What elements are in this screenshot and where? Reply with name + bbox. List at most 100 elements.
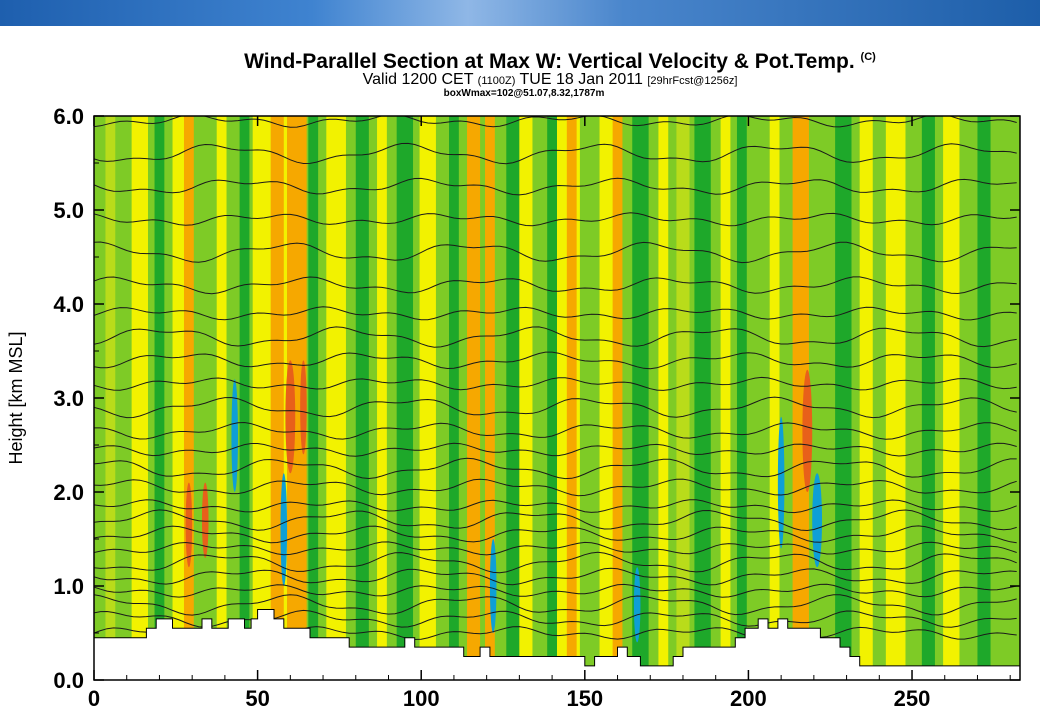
isentrope-line — [94, 478, 1017, 497]
velocity-cell — [777, 416, 785, 549]
velocity-cell — [231, 379, 238, 492]
velocity-band — [270, 116, 284, 680]
plot-area — [94, 116, 1020, 680]
velocity-band — [658, 116, 669, 680]
velocity-cell — [285, 360, 296, 474]
isentrope-line — [94, 551, 1017, 574]
isentrope-line — [94, 241, 1017, 264]
subtitle-utc: (1100Z) — [477, 75, 516, 87]
chart-title-mark: (C) — [860, 51, 876, 63]
velocity-band — [547, 116, 557, 680]
velocity-band — [632, 116, 649, 680]
velocity-cell — [280, 473, 288, 586]
chart-title: Wind-Parallel Section at Max W: Vertical… — [0, 50, 1040, 74]
x-tick-label: 0 — [88, 686, 100, 711]
isentrope-line — [94, 116, 1017, 128]
velocity-cell — [802, 369, 813, 492]
velocity-band — [792, 116, 809, 680]
subtitle-valid: Valid 1200 CET — [362, 71, 474, 88]
y-tick-label: 5.0 — [53, 198, 84, 223]
chart-subtitle: Valid 1200 CET (1100Z) TUE 18 Jan 2011 [… — [0, 71, 1040, 89]
velocity-band — [859, 116, 873, 680]
x-tick-label: 100 — [403, 686, 440, 711]
velocity-cell — [185, 482, 193, 568]
velocity-band — [566, 116, 577, 680]
isentrope-line — [94, 457, 1017, 480]
y-tick-label: 2.0 — [53, 480, 84, 505]
velocity-band — [720, 116, 731, 680]
velocity-band — [105, 116, 116, 680]
chart-title-text: Wind-Parallel Section at Max W: Vertical… — [244, 50, 855, 73]
velocity-band — [154, 116, 165, 680]
isentrope-line — [94, 594, 1017, 616]
isentrope-line — [94, 525, 1017, 544]
isentrope-line — [94, 396, 1017, 419]
velocity-cell — [489, 539, 497, 633]
y-tick-label: 6.0 — [53, 104, 84, 129]
velocity-band — [396, 116, 414, 680]
y-tick-label: 0.0 — [53, 668, 84, 693]
velocity-band — [377, 116, 387, 680]
isentrope-line — [94, 583, 1017, 598]
boxwmax-annotation: boxWmax=102@51.07,8.32,1787m — [443, 88, 605, 99]
velocity-band — [239, 116, 250, 680]
isentrope-line — [94, 442, 1017, 457]
velocity-band — [694, 116, 711, 680]
x-tick-label: 250 — [894, 686, 931, 711]
x-tick-label: 200 — [730, 686, 767, 711]
isentrope-line — [94, 609, 1017, 628]
velocity-band — [599, 116, 616, 680]
isentrope-line — [94, 326, 1017, 348]
y-tick-label: 3.0 — [53, 386, 84, 411]
velocity-band — [921, 116, 935, 680]
velocity-cells — [185, 360, 823, 643]
terrain — [94, 609, 1020, 680]
velocity-band — [355, 116, 369, 680]
x-tick-label: 150 — [566, 686, 603, 711]
velocity-band — [419, 116, 436, 680]
velocity-band — [885, 116, 906, 680]
velocity-band — [449, 116, 459, 680]
isentrope-line — [94, 499, 1017, 514]
velocity-band — [736, 116, 747, 680]
velocity-band — [252, 116, 263, 680]
velocity-band — [769, 116, 780, 680]
velocity-bands — [105, 116, 991, 680]
isentrope-line — [94, 376, 1017, 391]
velocity-band — [612, 116, 623, 680]
velocity-band — [287, 116, 307, 680]
top-banner — [0, 0, 1040, 26]
velocity-cell — [812, 473, 823, 568]
potential-temperature-contours — [94, 116, 1017, 641]
velocity-band — [326, 116, 346, 680]
isentrope-line — [94, 212, 1017, 227]
x-tick-label: 50 — [245, 686, 269, 711]
isentrope-line — [94, 541, 1017, 556]
isentrope-line — [94, 509, 1017, 532]
isentrope-line — [94, 421, 1017, 440]
subtitle-date: TUE 18 Jan 2011 — [519, 71, 643, 88]
axes: 0 50 100 150 200 250 0.0 1.0 2.0 3.0 4.0 5.0 6.0 — [53, 104, 1020, 711]
velocity-band — [131, 116, 148, 680]
isentrope-line — [94, 351, 1017, 370]
velocity-cell — [300, 360, 307, 455]
subtitle-forecast: [29hrFcst@1256z] — [647, 75, 738, 87]
y-tick-label: 1.0 — [53, 574, 84, 599]
velocity-band — [977, 116, 991, 680]
velocity-cell — [633, 567, 641, 643]
velocity-band — [835, 116, 852, 680]
isentrope-line — [94, 276, 1017, 295]
velocity-band — [485, 116, 495, 680]
isentrope-line — [94, 142, 1017, 165]
velocity-band — [308, 116, 319, 680]
velocity-band — [943, 116, 960, 680]
velocity-band — [183, 116, 194, 680]
velocity-band — [506, 116, 520, 680]
velocity-band — [467, 116, 481, 680]
velocity-cell — [201, 482, 209, 558]
isentrope-line — [94, 177, 1017, 196]
isentrope-line — [94, 306, 1017, 321]
y-axis-label: Height [km MSL] — [6, 331, 26, 464]
velocity-band — [676, 116, 690, 680]
